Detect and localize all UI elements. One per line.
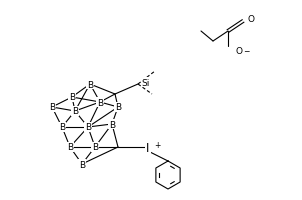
Text: B: B xyxy=(59,123,65,132)
Text: B: B xyxy=(79,160,85,169)
Text: B: B xyxy=(97,98,103,107)
Text: O: O xyxy=(235,47,242,56)
Text: B: B xyxy=(115,103,121,112)
Text: −: − xyxy=(243,47,249,56)
Text: I: I xyxy=(146,141,150,154)
Text: B: B xyxy=(92,143,98,152)
Text: O: O xyxy=(248,15,255,24)
Text: B: B xyxy=(72,107,78,116)
Text: B: B xyxy=(87,80,93,89)
Text: B: B xyxy=(49,103,55,112)
Text: Si: Si xyxy=(141,78,149,87)
Text: B: B xyxy=(67,143,73,152)
Text: B: B xyxy=(85,123,91,132)
Text: +: + xyxy=(154,140,160,149)
Text: B: B xyxy=(109,120,115,129)
Text: B: B xyxy=(69,93,75,102)
